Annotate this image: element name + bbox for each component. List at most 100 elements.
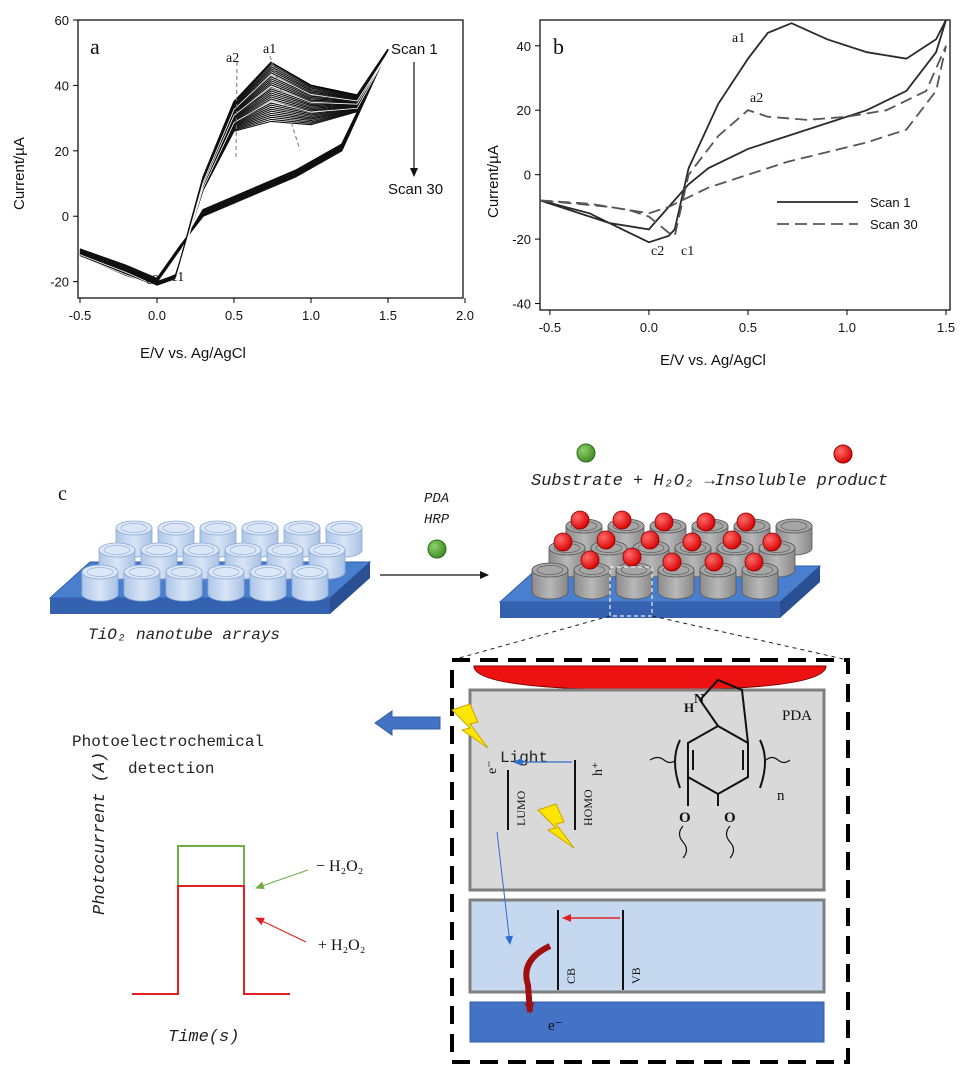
- panel-a-scan-start-label: Scan 1: [391, 41, 438, 58]
- product-sphere: [662, 552, 682, 572]
- panel-a-peak-c2: c2: [146, 273, 159, 288]
- panel-a-scan-curve: [79, 49, 389, 286]
- product-sphere: [612, 510, 632, 530]
- zoom-selection-box: [609, 566, 653, 617]
- panel-b-x-tick-label: 1.0: [838, 320, 856, 335]
- panel-b-scan1-curve: [539, 19, 947, 244]
- panel-b-frame: [539, 19, 951, 311]
- panel-a-x-tick-label: 1.5: [379, 308, 397, 323]
- product-sphere: [762, 532, 782, 552]
- zoom-line-right: [651, 615, 849, 661]
- panel-c-schematic: c Substrate + H₂O₂ →Insoluble product PD…: [48, 443, 888, 1064]
- time-axis-label: Time(s): [168, 1028, 239, 1047]
- pec-label-line2: detection: [128, 760, 214, 778]
- product-red-sphere: [833, 444, 853, 464]
- left-substrate-side: [330, 562, 370, 614]
- panel-b-scan30-curve: [539, 45, 947, 238]
- nanotube-opening: [212, 567, 240, 577]
- electron-flow-arrow: [523, 943, 552, 1014]
- panel-b-y-tick-label: 20: [517, 103, 531, 118]
- plus-h2o2-label: + H₂O₂: [318, 937, 365, 954]
- pda-layer-label: PDA: [782, 708, 812, 724]
- pda-wavy-left: [649, 756, 677, 764]
- right-nanotubes: [531, 510, 813, 600]
- plus-h2o2-pointer: [255, 917, 307, 943]
- nanotube-opening: [229, 545, 257, 555]
- nanotube-top: [249, 564, 287, 580]
- panel-a-a2-guide: [235, 61, 238, 159]
- panel-a-scan-gap: [79, 52, 389, 287]
- pec-label-line1: Photoelectrochemical: [72, 733, 264, 751]
- detection-arrow-icon: [374, 710, 441, 736]
- photocurrent-axis-label: Photocurrent (A): [91, 752, 110, 915]
- panel-a-letter: a: [90, 34, 100, 59]
- panel-a-scan-curve: [79, 49, 389, 284]
- pda-wavy-o1: [678, 825, 688, 859]
- product-sphere: [596, 530, 616, 550]
- nanotube-top: [224, 542, 262, 558]
- nanotube-top: [308, 542, 346, 558]
- product-sphere: [622, 547, 642, 567]
- panel-a-scan-curve: [79, 49, 389, 285]
- product-sphere: [654, 512, 674, 532]
- product-sphere: [570, 510, 590, 530]
- minus-h2o2-label: − H₂O₂: [316, 858, 363, 875]
- product-sphere: [580, 550, 600, 570]
- panel-b-peak-c1: c1: [681, 244, 694, 259]
- panel-a-scan-curve: [79, 49, 389, 284]
- panel-a-scan-curve: [79, 49, 389, 283]
- panel-b-peak-a1: a1: [732, 31, 745, 46]
- nanotube-top: [283, 520, 321, 536]
- panel-a-scan-curve: [79, 49, 389, 286]
- panel-a-scan-curve: [79, 49, 389, 285]
- reaction-h2o2: H₂O₂: [653, 472, 704, 491]
- panel-a-x-label: E/V vs. Ag/AgCl: [140, 345, 246, 362]
- panel-b-x-tick-label: 1.5: [937, 320, 955, 335]
- panel-a-frame: [77, 19, 464, 299]
- panel-a-y-tick-label: 60: [55, 13, 69, 28]
- panel-a-scan-curves: [79, 48, 389, 289]
- reagent-green-sphere: [427, 539, 447, 559]
- panel-b-y-tick-label: -40: [512, 297, 531, 312]
- lumo-label: LUMO: [514, 790, 528, 826]
- panel-b-y-label: Current/µA: [485, 145, 502, 218]
- nanotube-body: [657, 569, 695, 600]
- panel-a-scan-curve: [79, 48, 389, 286]
- panel-b-x-tick-label: 0.0: [640, 320, 658, 335]
- panel-a-x-tick-label: 0.5: [225, 308, 243, 323]
- nanotube-top: [157, 520, 195, 536]
- panel-a-scan-curve: [79, 49, 389, 283]
- panel-a-scan-curve: [79, 49, 389, 283]
- panel-b-peak-a2: a2: [750, 91, 763, 106]
- panel-a-scan-curve: [79, 49, 389, 285]
- panel-b-x-tick-label: -0.5: [539, 320, 561, 335]
- panel-a-y-tick-label: 20: [55, 144, 69, 159]
- panel-a-y-tick-label: 40: [55, 78, 69, 93]
- nanotube-opening: [313, 545, 341, 555]
- panel-b-letter: b: [553, 34, 564, 59]
- nanotube-opening: [103, 545, 131, 555]
- panel-a-scan-curve: [79, 49, 389, 285]
- product-sphere: [553, 532, 573, 552]
- homo-label: HOMO: [581, 789, 595, 826]
- tio2-nanotube-array: [48, 520, 372, 614]
- electrode-substrate: [469, 1001, 825, 1043]
- panel-b-y-tick-label: 40: [517, 39, 531, 54]
- nanotube-top: [81, 564, 119, 580]
- panel-a-peak-a1: a1: [263, 42, 276, 57]
- panel-b-legend-scan30: Scan 30: [870, 217, 918, 232]
- nanotube-top: [266, 542, 304, 558]
- nanotube-opening: [271, 545, 299, 555]
- nanotube-top: [531, 562, 569, 578]
- photocurrent-trace-minus-h2o2: [177, 845, 245, 886]
- pda-n-atom: N: [694, 692, 704, 707]
- panel-a-scan-curve: [79, 49, 389, 283]
- nanotube-top: [241, 520, 279, 536]
- nanotube-top: [98, 542, 136, 558]
- panel-b-x-ticks: -0.5 0.0 0.5 1.0 1.5: [539, 310, 955, 335]
- nanotube-body: [291, 571, 329, 602]
- panel-b-y-tick-label: 0: [524, 168, 531, 183]
- nanotube-opening: [145, 545, 173, 555]
- nanotube-opening: [187, 545, 215, 555]
- panel-a-scan-curve: [79, 49, 389, 284]
